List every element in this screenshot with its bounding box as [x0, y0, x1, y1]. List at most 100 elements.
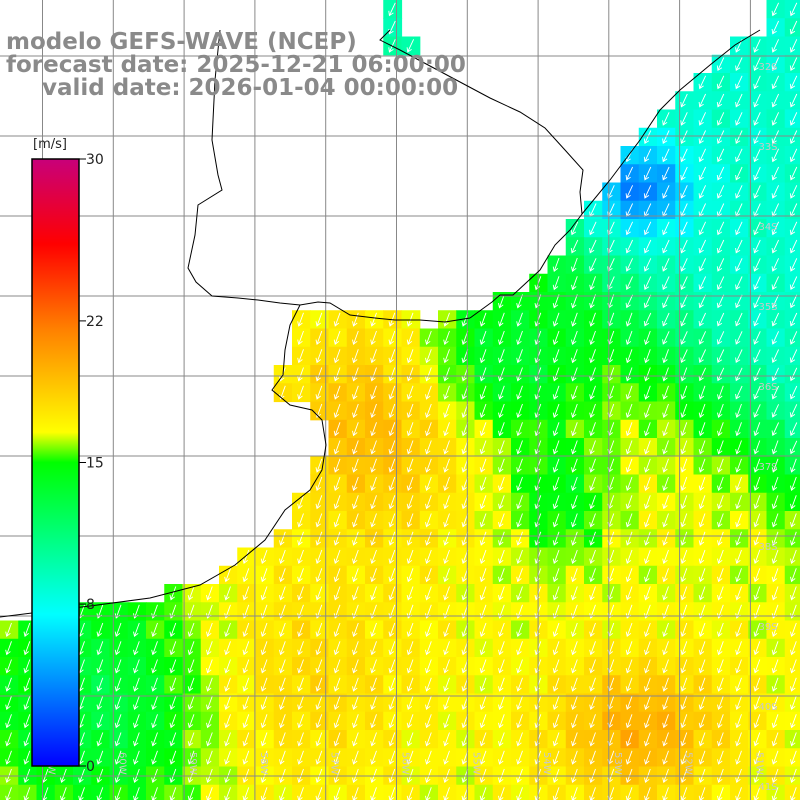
wind-arrow — [552, 476, 560, 491]
lat-label: 33S — [758, 142, 777, 153]
wind-arrow — [425, 403, 432, 418]
wind-arrow — [735, 422, 742, 437]
wind-arrow — [735, 221, 743, 236]
wind-arrow — [771, 221, 780, 236]
wind-arrow — [662, 476, 669, 491]
wind-arrow — [552, 349, 560, 364]
wind-cell — [784, 328, 800, 348]
wind-arrow — [571, 549, 578, 564]
wind-arrow — [571, 531, 578, 546]
wind-arrow — [698, 221, 707, 236]
wind-arrow — [680, 385, 688, 400]
wind-arrow — [370, 531, 377, 546]
wind-arrow — [698, 695, 706, 710]
wind-arrow — [644, 440, 651, 455]
wind-arrow — [516, 440, 523, 455]
wind-arrow — [643, 185, 652, 199]
wind-arrow — [388, 349, 396, 364]
wind-arrow — [224, 622, 231, 637]
wind-arrow — [662, 185, 670, 199]
wind-arrow — [789, 130, 798, 144]
wind-arrow — [643, 276, 652, 290]
wind-arrow — [479, 714, 487, 729]
wind-arrow — [625, 312, 633, 327]
wind-arrow — [187, 659, 195, 674]
wind-arrow — [498, 787, 505, 800]
wind-arrow — [133, 750, 140, 765]
wind-arrow — [644, 495, 651, 510]
wind-arrow — [753, 75, 761, 90]
wind-arrow — [5, 695, 12, 710]
wind-arrow — [589, 787, 596, 800]
wind-arrow — [680, 130, 688, 144]
wind-arrow — [5, 750, 12, 765]
wind-arrow — [352, 403, 359, 418]
wind-arrow — [498, 568, 505, 583]
wind-arrow — [443, 732, 450, 747]
wind-arrow — [771, 349, 780, 363]
wind-arrow — [735, 112, 743, 126]
wind-arrow — [78, 787, 85, 800]
wind-arrow — [735, 750, 742, 765]
wind-arrow — [333, 458, 341, 473]
wind-arrow — [479, 349, 487, 364]
wind-arrow — [680, 641, 688, 656]
wind-arrow — [260, 695, 268, 710]
wind-arrow — [388, 367, 396, 382]
wind-arrow — [187, 732, 195, 747]
wind-arrow — [717, 641, 724, 656]
wind-arrow — [206, 732, 213, 747]
wind-arrow — [370, 568, 377, 583]
wind-arrow — [370, 695, 377, 710]
wind-arrow — [589, 422, 596, 437]
wind-arrow — [224, 568, 231, 583]
wind-arrow — [242, 586, 250, 601]
wind-arrow — [644, 641, 651, 656]
wind-arrow — [571, 568, 578, 583]
wind-arrow — [260, 641, 268, 656]
wind-arrow — [771, 622, 779, 637]
wind-arrow — [279, 531, 286, 546]
wind-arrow — [771, 112, 780, 126]
wind-arrow — [698, 422, 706, 437]
wind-arrow — [498, 349, 505, 364]
wind-arrow — [625, 622, 633, 637]
wind-arrow — [352, 586, 359, 601]
wind-arrow — [625, 677, 633, 692]
wind-arrow — [552, 714, 560, 729]
wind-arrow — [644, 330, 651, 345]
wind-arrow — [735, 294, 743, 309]
wind-arrow — [771, 75, 780, 90]
wind-arrow — [260, 549, 268, 564]
wind-arrow — [643, 239, 652, 254]
wind-arrow — [753, 531, 761, 546]
wind-arrow — [589, 349, 596, 364]
wind-arrow — [279, 586, 286, 601]
wind-arrow — [479, 641, 487, 656]
wind-arrow — [735, 403, 742, 418]
wind-arrow — [552, 750, 560, 765]
wind-arrow — [625, 258, 634, 272]
wind-arrow — [23, 641, 31, 656]
wind-arrow — [644, 403, 651, 418]
wind-arrow — [662, 732, 669, 747]
wind-arrow — [789, 258, 798, 272]
wind-arrow — [187, 695, 195, 710]
wind-arrow — [315, 695, 323, 710]
wind-arrow — [771, 531, 779, 546]
wind-arrow — [297, 385, 304, 400]
wind-arrow — [625, 695, 633, 710]
wind-arrow — [771, 20, 780, 35]
wind-arrow — [589, 549, 596, 564]
wind-arrow — [315, 367, 323, 382]
wind-arrow — [169, 659, 177, 674]
wind-arrow — [716, 57, 725, 71]
wind-arrow — [406, 677, 414, 692]
wind-arrow — [388, 787, 396, 800]
wind-arrow — [698, 732, 706, 747]
wind-arrow — [370, 787, 377, 800]
wind-arrow — [479, 422, 487, 437]
wind-arrow — [498, 641, 505, 656]
wind-arrow — [96, 622, 104, 637]
wind-arrow — [771, 404, 780, 418]
